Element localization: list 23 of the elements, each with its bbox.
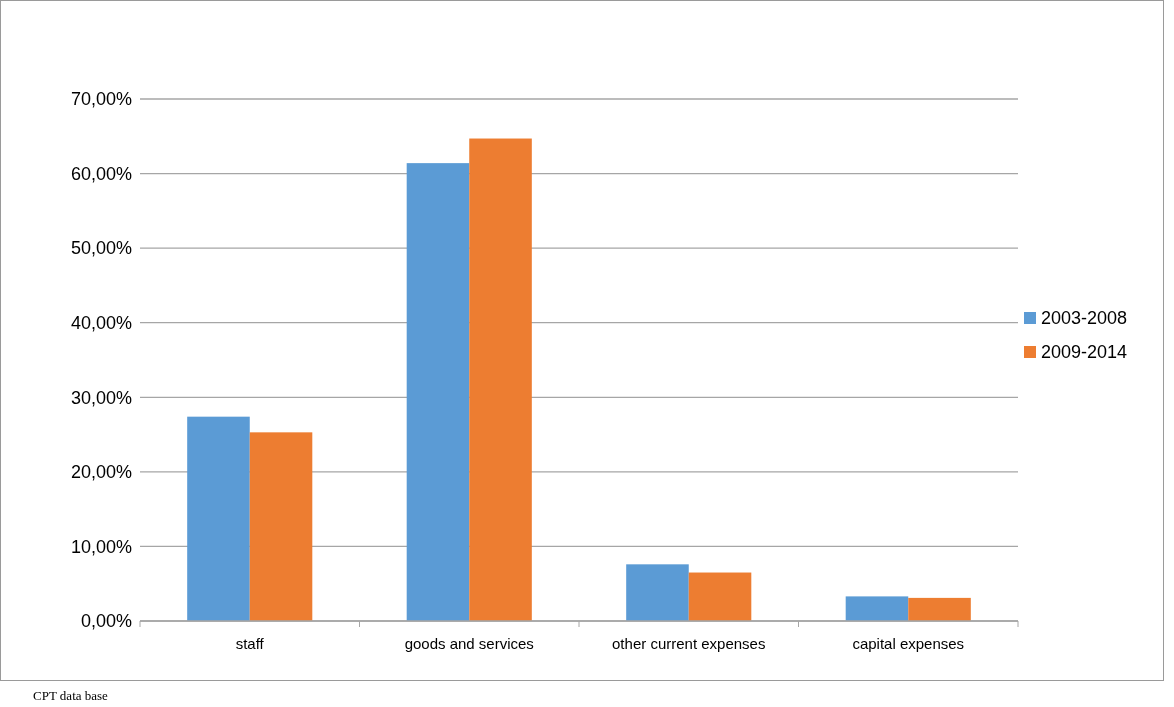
bar bbox=[688, 572, 752, 621]
bar bbox=[187, 416, 250, 621]
bar bbox=[406, 163, 470, 621]
bar bbox=[249, 432, 313, 621]
bar bbox=[908, 597, 971, 621]
y-tick-label: 20,00% bbox=[70, 462, 132, 483]
legend-label: 2003-2008 bbox=[1041, 308, 1128, 329]
y-tick-label: 0,00% bbox=[80, 611, 132, 632]
y-tick-label: 10,00% bbox=[70, 536, 132, 557]
y-tick-label: 50,00% bbox=[70, 238, 132, 259]
bar bbox=[626, 564, 689, 621]
bar bbox=[469, 138, 532, 621]
x-tick-label: staff bbox=[235, 635, 265, 652]
bar bbox=[845, 596, 909, 621]
x-tick-label: capital expenses bbox=[852, 635, 965, 652]
x-tick-label: goods and services bbox=[404, 635, 534, 652]
y-tick-label: 70,00% bbox=[70, 89, 132, 110]
x-tick-label: other current expenses bbox=[612, 635, 766, 652]
y-tick-label: 40,00% bbox=[70, 313, 132, 334]
text: CPT data base bbox=[33, 688, 109, 703]
y-tick-label: 30,00% bbox=[70, 387, 132, 408]
y-tick-label: 60,00% bbox=[70, 163, 132, 184]
legend-label: 2009-2014 bbox=[1041, 342, 1128, 363]
